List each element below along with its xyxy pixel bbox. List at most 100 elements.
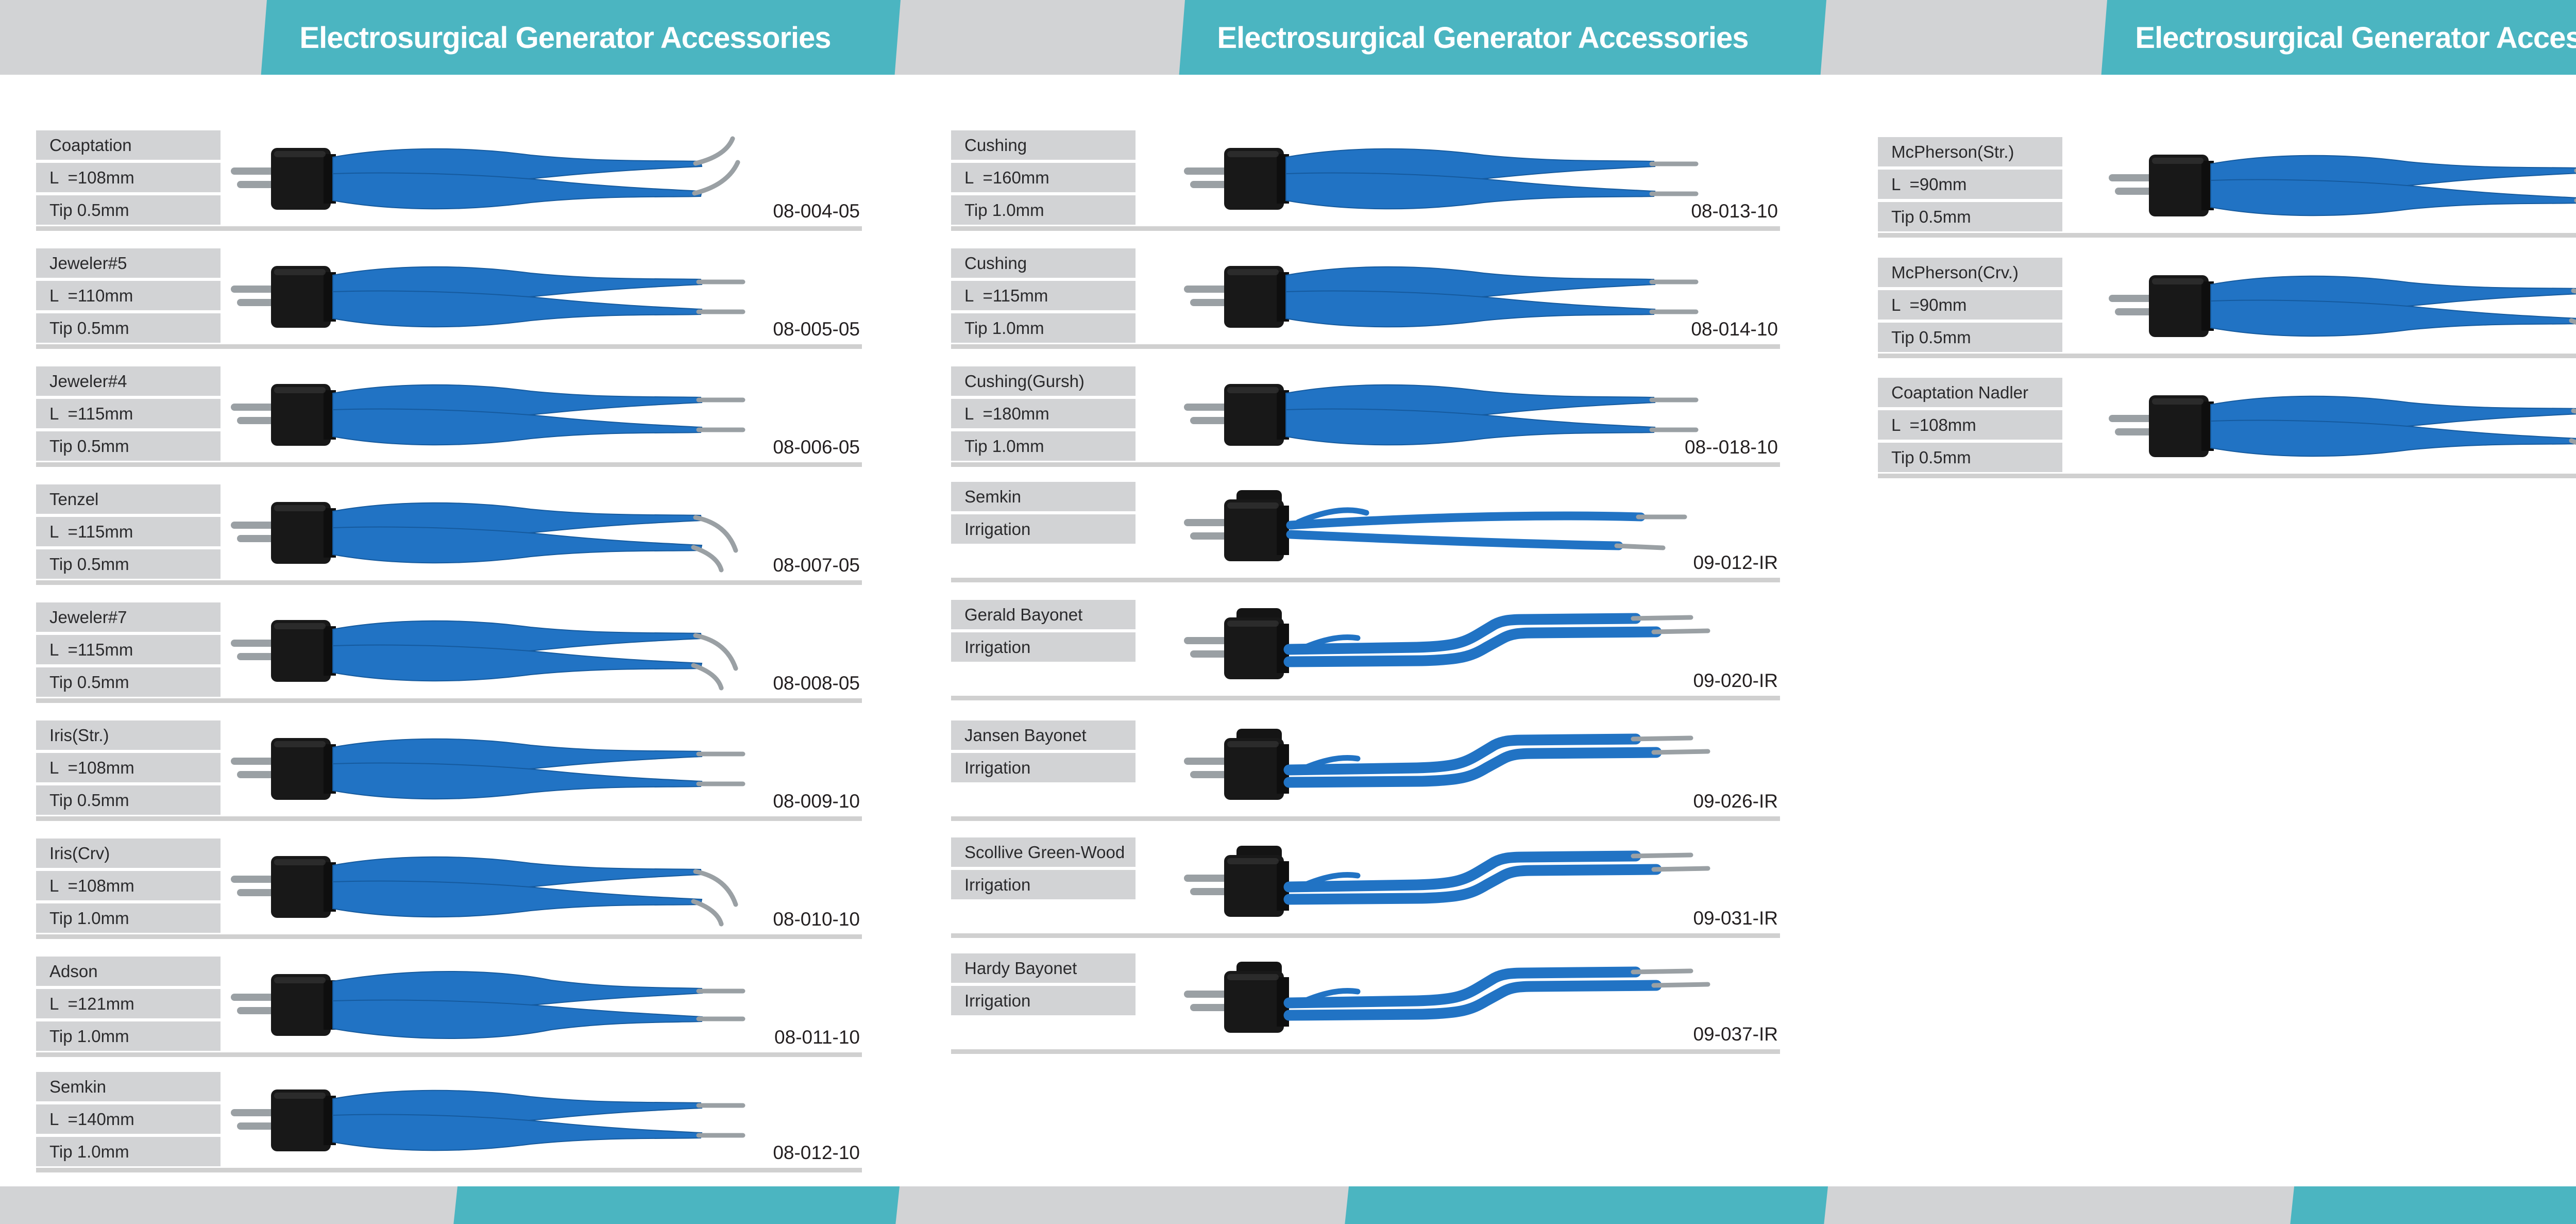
- connector-highlight: [1227, 502, 1279, 509]
- product-code: 08-010-10: [773, 909, 860, 930]
- divider-line: [36, 1052, 862, 1057]
- product-spec-label: Irrigation: [951, 986, 1136, 1015]
- forceps-image: [231, 136, 740, 210]
- forceps-arm: [1295, 507, 1369, 525]
- forceps-arm: [1283, 864, 1662, 905]
- product-name-label: Jeweler#4: [36, 366, 221, 396]
- connector-pin-icon: [231, 876, 278, 883]
- product-spec-label: L =108mm: [36, 163, 221, 192]
- connector-pin-icon: [231, 286, 278, 293]
- forceps-tip-icon: [1651, 982, 1710, 988]
- connector-pin-icon: [2115, 308, 2156, 315]
- connector-pin-icon: [231, 1109, 278, 1116]
- connector-pin-icon: [1184, 875, 1231, 882]
- product-code: 08--018-10: [1684, 437, 1778, 458]
- connector-icon: [1224, 855, 1284, 917]
- forceps-arm: [1293, 634, 1361, 655]
- connector-pin-icon: [237, 771, 278, 778]
- connector-pin-icon: [231, 522, 278, 529]
- connector-highlight: [274, 269, 326, 275]
- forceps-image: [1184, 608, 1710, 679]
- product-spec-label: Irrigation: [951, 753, 1136, 782]
- forceps-tip-icon: [693, 869, 738, 907]
- connector-highlight: [1227, 858, 1279, 864]
- product-name-label: Semkin: [36, 1072, 221, 1101]
- connector-pin-icon: [231, 404, 278, 411]
- forceps-tip-icon: [2569, 318, 2576, 325]
- connector-pin-icon: [231, 994, 278, 1001]
- product-code: 08-007-05: [773, 555, 860, 576]
- connector-pin-icon: [231, 640, 278, 647]
- divider-line: [951, 578, 1780, 582]
- forceps-tip-icon: [1631, 852, 1693, 859]
- product-name-label: Iris(Crv): [36, 839, 221, 868]
- forceps-tip-icon: [1631, 615, 1693, 621]
- forceps-arm: [1283, 626, 1662, 667]
- connector-highlight: [274, 859, 326, 865]
- connector-icon: [1224, 499, 1284, 561]
- connector-pin-icon: [231, 758, 278, 765]
- forceps-image: [2109, 395, 2576, 457]
- connector-pin-icon: [237, 1007, 278, 1014]
- connector-highlight: [1227, 387, 1279, 393]
- product-code: 09-020-IR: [1693, 670, 1778, 691]
- connector-icon: [271, 148, 331, 210]
- divider-line: [36, 344, 862, 349]
- connector-highlight: [1227, 974, 1279, 980]
- connector-highlight: [1227, 269, 1279, 275]
- forceps-arm: [2210, 420, 2576, 457]
- connector-pin-icon: [1190, 771, 1231, 778]
- forceps-tip-icon: [1651, 749, 1710, 755]
- connector-highlight: [2152, 158, 2204, 164]
- forceps-tip-icon: [2569, 438, 2576, 445]
- forceps-image: [1184, 962, 1710, 1033]
- product-spec-label: Tip 0.5mm: [1878, 202, 2062, 231]
- connector-pin-icon: [1190, 417, 1231, 424]
- header-bar: [0, 0, 2576, 75]
- product-name-label: Hardy Bayonet: [951, 953, 1136, 983]
- footer-gray-block: [0, 1186, 457, 1224]
- forceps-tip-icon: [691, 899, 724, 927]
- product-spec-label: L =115mm: [36, 517, 221, 546]
- product-code: 08-002-05: [1878, 326, 2576, 351]
- connector-icon: [1224, 617, 1284, 679]
- product-spec-label: Tip 1.0mm: [951, 195, 1136, 225]
- forceps-arm: [332, 880, 703, 918]
- product-spec-label: Irrigation: [951, 514, 1136, 544]
- product-spec-label: Tip 0.5mm: [36, 431, 221, 461]
- connector-pin-icon: [1184, 758, 1231, 765]
- connector-pin-icon: [237, 1122, 278, 1130]
- product-code: 08-004-05: [773, 200, 860, 222]
- connector-pin-icon: [2109, 295, 2156, 302]
- product-spec-label: Tip 0.5mm: [36, 313, 221, 343]
- forceps-image: [231, 266, 745, 328]
- divider-line: [1878, 354, 2576, 358]
- product-code: 09-026-IR: [1693, 791, 1778, 812]
- product-spec-label: L =180mm: [951, 399, 1136, 428]
- connector-pin-icon: [2109, 415, 2156, 422]
- divider-line: [951, 1049, 1780, 1054]
- connector-icon: [2149, 155, 2209, 216]
- product-code: 09-012-IR: [1693, 552, 1778, 573]
- page-title: Electrosurgical Generator Accessories: [1217, 21, 1749, 55]
- connector-pin-icon: [237, 417, 278, 424]
- forceps-image: [2109, 275, 2576, 337]
- product-name-label: Jeweler#5: [36, 248, 221, 278]
- forceps-image: [2109, 155, 2576, 216]
- product-spec-label: L =160mm: [951, 163, 1136, 192]
- product-code: 09-037-IR: [1693, 1024, 1778, 1045]
- product-name-label: Jansen Bayonet: [951, 720, 1136, 750]
- connector-icon: [1224, 266, 1284, 328]
- connector-pin-icon: [1190, 532, 1231, 540]
- product-name-label: Cushing: [951, 130, 1136, 160]
- connector-icon: [1224, 738, 1284, 800]
- product-code: 08-008-05: [773, 673, 860, 694]
- forceps-arm: [1283, 966, 1641, 1009]
- connector-icon: [2149, 275, 2209, 337]
- forceps-arm: [1285, 408, 1656, 446]
- connector-pin-icon: [237, 181, 278, 188]
- product-spec-label: Tip 0.5mm: [1878, 443, 2062, 472]
- forceps-tip-icon: [693, 136, 735, 166]
- divider-line: [951, 696, 1780, 700]
- forceps-arm: [332, 1114, 703, 1151]
